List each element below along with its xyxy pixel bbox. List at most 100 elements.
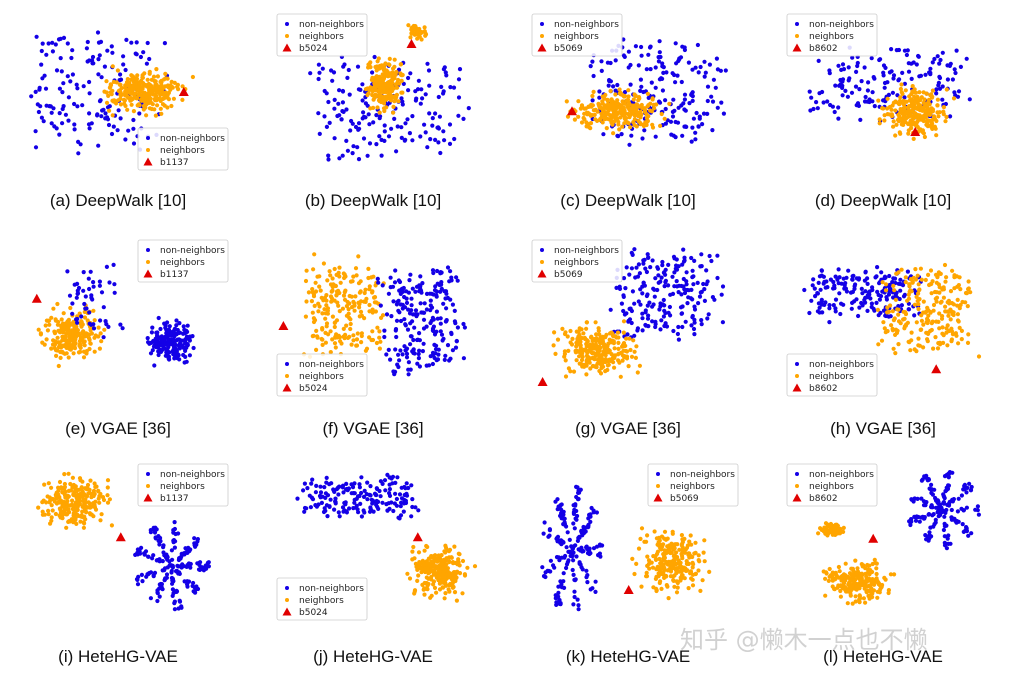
neighbor-point [596,326,601,331]
neighbor-point [395,80,400,85]
neighbor-point [907,121,912,126]
non-neighbor-point [406,360,411,365]
non-neighbor-point [368,505,373,510]
neighbor-point [141,81,146,86]
non-neighbor-point [317,70,322,75]
neighbor-point [625,120,630,125]
non-neighbor-point [833,297,839,302]
non-neighbor-point [955,94,961,99]
neighbor-point [891,124,896,129]
non-neighbor-point [888,314,893,319]
non-neighbor-point [158,539,163,544]
neighbor-point [40,500,45,505]
non-neighbor-point [881,73,886,78]
neighbor-point [367,309,372,314]
non-neighbor-point [827,71,832,76]
non-neighbor-point [626,49,632,54]
neighbor-point [618,90,623,95]
neighbor-point [593,320,598,325]
neighbor-point [968,290,973,295]
non-neighbor-point [948,114,953,119]
neighbor-point [362,316,367,321]
neighbor-point [941,105,947,110]
non-neighbor-point [374,113,379,118]
non-neighbor-point [364,492,369,497]
non-neighbor-point [646,313,651,318]
neighbor-point [675,580,680,586]
non-neighbor-point [345,75,350,80]
non-neighbor-point [75,320,80,325]
non-neighbor-point [389,314,394,319]
non-neighbor-point [629,320,634,326]
neighbor-point [965,304,970,309]
non-neighbor-point [676,324,681,330]
non-neighbor-point [360,82,365,87]
neighbor-point [654,536,660,541]
neighbor-point [916,104,921,109]
neighbor-point [51,306,56,311]
non-neighbor-point [570,567,575,573]
neighbor-point [318,288,323,293]
non-neighbor-point [715,253,720,258]
non-neighbor-point [133,51,138,56]
non-neighbor-point [389,500,394,505]
legend-target-label: b5069 [670,494,699,504]
neighbor-point [56,328,61,333]
non-neighbor-point [663,321,668,326]
non-neighbor-point [163,323,168,328]
non-neighbor-point [621,276,627,281]
non-neighbor-point [109,131,115,137]
non-neighbor-point [671,328,676,334]
non-neighbor-point [166,356,171,361]
non-neighbor-point [440,338,445,343]
neighbor-point [158,98,163,103]
non-neighbor-point [639,44,644,50]
neighbor-point [84,331,89,336]
neighbor-point [391,110,396,115]
non-neighbor-point [658,327,663,332]
neighbor-point [370,337,376,343]
non-neighbor-point [447,141,453,146]
non-neighbor-point [171,540,176,545]
non-neighbor-point [156,315,161,321]
neighbor-point [649,109,655,114]
non-neighbor-point [576,603,581,608]
neighbor-point [460,558,466,564]
neighbor-point [632,106,637,111]
non-neighbor-point [417,364,422,369]
non-neighbor-point [91,284,96,289]
neighbor-point [425,561,430,566]
non-neighbor-point [417,348,422,353]
neighbor-point [903,323,909,328]
non-neighbor-point [431,324,436,329]
neighbor-point [620,124,625,129]
neighbor-point [946,313,951,318]
non-neighbor-point [103,111,108,116]
neighbor-point [84,350,89,356]
non-neighbor-point [327,120,332,125]
non-neighbor-point [186,545,191,550]
non-neighbor-point [445,343,451,348]
non-neighbor-point [363,101,368,106]
neighbor-point [138,93,143,98]
legend-neighbors-marker [146,260,150,264]
non-neighbor-point [821,100,826,105]
non-neighbor-point [571,511,577,516]
non-neighbor-point [415,87,421,92]
neighbor-point [896,342,901,347]
neighbor-point [454,598,459,603]
neighbor-point [86,491,91,496]
neighbor-point [355,331,360,336]
neighbor-point [68,305,73,311]
non-neighbor-point [701,111,707,116]
non-neighbor-point [394,503,399,508]
neighbor-point [437,587,443,592]
non-neighbor-point [305,486,310,491]
non-neighbor-point [456,113,461,118]
non-neighbor-point [967,97,972,102]
neighbor-point [129,102,134,107]
non-neighbor-point [91,322,96,327]
neighbor-point [958,287,963,292]
neighbor-point [132,91,137,96]
